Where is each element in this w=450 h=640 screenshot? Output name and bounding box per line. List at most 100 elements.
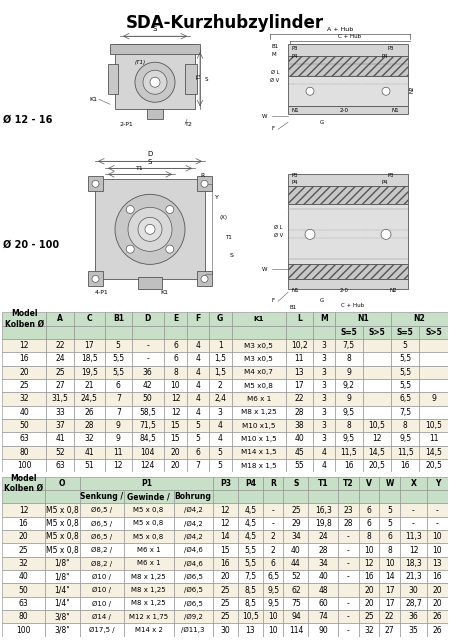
- Bar: [231, 392, 286, 406]
- Bar: [391, 445, 419, 459]
- Bar: [105, 339, 132, 352]
- Bar: [238, 504, 263, 517]
- Text: Ø L: Ø L: [274, 225, 283, 230]
- Bar: [164, 312, 187, 326]
- Text: 17: 17: [385, 586, 394, 595]
- Bar: [2, 339, 46, 352]
- Bar: [400, 557, 427, 570]
- Text: 32: 32: [19, 394, 29, 403]
- Text: 6: 6: [366, 519, 371, 528]
- Text: 13: 13: [432, 559, 442, 568]
- Text: Ø L: Ø L: [271, 70, 279, 76]
- Text: 48: 48: [318, 586, 328, 595]
- Text: 17: 17: [84, 341, 94, 350]
- Text: 6,5: 6,5: [267, 572, 279, 581]
- Text: T1: T1: [136, 166, 144, 172]
- Bar: [2, 406, 46, 419]
- Bar: [309, 610, 338, 623]
- Bar: [2, 419, 46, 433]
- Bar: [105, 352, 132, 365]
- Circle shape: [92, 275, 99, 282]
- Text: Ø 20 - 100: Ø 20 - 100: [3, 239, 59, 250]
- Bar: [359, 504, 379, 517]
- Text: 20: 20: [19, 368, 29, 377]
- Bar: [238, 557, 263, 570]
- Bar: [132, 419, 164, 433]
- Bar: [359, 477, 379, 490]
- Text: 20: 20: [364, 586, 373, 595]
- Text: /Ø6,5: /Ø6,5: [184, 573, 202, 580]
- Text: 84,5: 84,5: [140, 435, 156, 444]
- Text: 4: 4: [196, 381, 201, 390]
- Bar: [231, 365, 286, 379]
- Bar: [105, 445, 132, 459]
- Bar: [124, 530, 174, 543]
- Text: N2: N2: [414, 314, 425, 323]
- Bar: [400, 584, 427, 596]
- Text: 32: 32: [84, 435, 94, 444]
- Text: 10,5: 10,5: [242, 612, 259, 621]
- Bar: [391, 352, 419, 365]
- Bar: [400, 504, 427, 517]
- Bar: [105, 406, 132, 419]
- Bar: [80, 557, 124, 570]
- Text: M5 x 0,8: M5 x 0,8: [134, 507, 164, 513]
- Bar: [379, 516, 400, 530]
- Text: 12: 12: [171, 394, 180, 403]
- Text: Ø10 /: Ø10 /: [92, 600, 111, 607]
- Bar: [334, 392, 363, 406]
- Bar: [187, 445, 209, 459]
- Bar: [263, 477, 284, 490]
- Bar: [286, 419, 313, 433]
- Text: 8: 8: [403, 421, 408, 430]
- Text: Ø8,2 /: Ø8,2 /: [91, 561, 112, 566]
- Text: 22: 22: [385, 612, 394, 621]
- Text: 32: 32: [18, 559, 28, 568]
- Bar: [147, 109, 163, 119]
- Text: -: -: [146, 355, 149, 364]
- Text: 24: 24: [55, 355, 65, 364]
- Text: 10: 10: [364, 546, 373, 555]
- Text: 63: 63: [55, 461, 65, 470]
- Text: 25: 25: [19, 381, 29, 390]
- Text: 30: 30: [409, 586, 419, 595]
- Text: 6: 6: [173, 341, 178, 350]
- Bar: [313, 419, 334, 433]
- Circle shape: [381, 229, 391, 239]
- Circle shape: [126, 205, 134, 214]
- Circle shape: [166, 205, 174, 214]
- Bar: [334, 312, 391, 326]
- Text: 4,5: 4,5: [244, 519, 256, 528]
- Text: S=5: S=5: [340, 328, 357, 337]
- Text: 8: 8: [346, 421, 351, 430]
- Bar: [164, 326, 187, 339]
- Text: 23: 23: [343, 506, 353, 515]
- Bar: [286, 352, 313, 365]
- Circle shape: [135, 62, 175, 102]
- Text: S: S: [230, 253, 234, 259]
- Text: 10: 10: [268, 626, 278, 635]
- Text: 124: 124: [140, 461, 155, 470]
- Text: N1: N1: [357, 314, 369, 323]
- Text: C + Hub: C + Hub: [342, 303, 365, 308]
- Text: 25: 25: [220, 612, 230, 621]
- Bar: [164, 459, 187, 472]
- Bar: [313, 326, 334, 339]
- Text: 22: 22: [295, 394, 304, 403]
- Bar: [363, 459, 391, 472]
- Bar: [209, 326, 231, 339]
- Text: 8: 8: [366, 532, 371, 541]
- Bar: [284, 516, 309, 530]
- Bar: [288, 186, 408, 204]
- Text: /Ø4,6: /Ø4,6: [184, 547, 202, 553]
- Bar: [313, 312, 334, 326]
- Text: -: -: [436, 506, 439, 515]
- Bar: [313, 433, 334, 445]
- Text: 3: 3: [321, 394, 326, 403]
- Text: P3: P3: [388, 173, 394, 179]
- Bar: [263, 610, 284, 623]
- Text: 3: 3: [321, 421, 326, 430]
- Bar: [132, 406, 164, 419]
- Text: 5,5: 5,5: [399, 355, 411, 364]
- Bar: [338, 623, 359, 637]
